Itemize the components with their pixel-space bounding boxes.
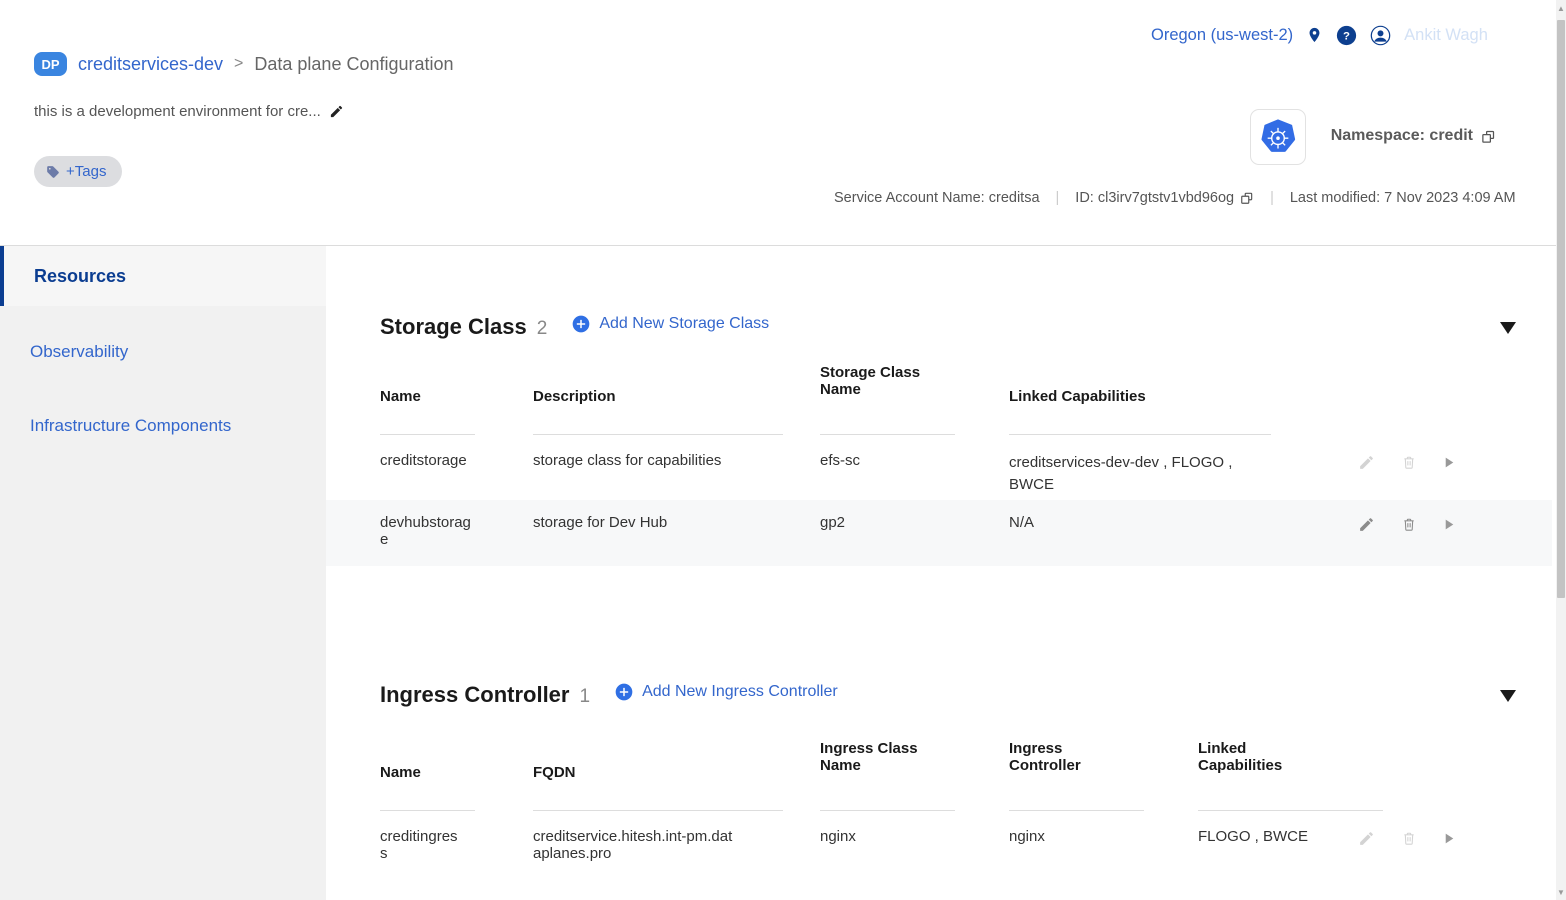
svg-text:?: ?	[1343, 30, 1350, 42]
